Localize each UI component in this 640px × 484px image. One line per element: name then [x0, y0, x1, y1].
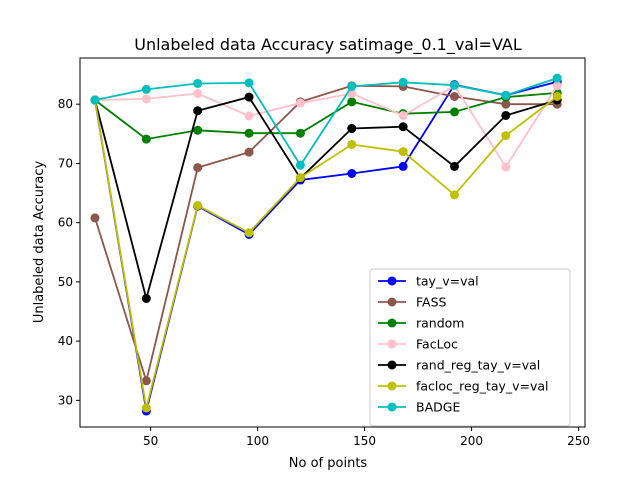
data-point-fass: [244, 147, 254, 157]
legend: tay_v=val FASS random FacLoc rand_reg_tay_v=…: [369, 268, 571, 427]
legend-label-facloc-reg-tay-v-val: facloc_reg_tay_v=val: [416, 379, 549, 394]
data-point-fass: [449, 91, 459, 101]
data-point-badge: [449, 80, 459, 90]
series-line-facloc: [94, 84, 558, 169]
data-point-rand-reg-tay-v-val: [398, 122, 408, 132]
data-point-facloc-reg-tay-v-val: [295, 173, 305, 183]
series-line-random: [94, 92, 558, 141]
legend-marker-facloc: [387, 339, 397, 349]
y-tick-label: 60: [58, 216, 73, 230]
data-point-badge: [501, 90, 511, 100]
data-point-fass: [141, 376, 151, 386]
data-point-facloc-reg-tay-v-val: [347, 139, 357, 149]
data-point-random: [141, 134, 151, 144]
legend-marker-facloc-reg-tay-v-val: [387, 381, 397, 391]
y-tick-label: 80: [58, 97, 73, 111]
data-point-facloc: [552, 81, 562, 91]
x-tick-label: 50: [143, 434, 158, 448]
data-point-badge: [398, 77, 408, 87]
data-point-badge: [552, 73, 562, 83]
data-point-facloc-reg-tay-v-val: [141, 403, 151, 413]
plot-area: 50 100 150 200 250 30 40 50 60 70 80: [58, 57, 590, 448]
plot-frame: [79, 57, 586, 428]
y-tick-label: 30: [58, 393, 73, 407]
legend-marker-fass: [387, 297, 397, 307]
legend-marker-random: [387, 318, 397, 328]
legend-label-badge: BADGE: [416, 400, 460, 415]
series-line-badge: [94, 77, 558, 167]
data-point-facloc-reg-tay-v-val: [398, 147, 408, 157]
x-axis-label: No of points: [289, 456, 368, 471]
legend-label-random: random: [416, 316, 464, 331]
data-point-badge: [90, 95, 100, 105]
data-point-badge: [295, 160, 305, 170]
y-axis-label: Unlabeled data Accuracy: [32, 161, 47, 324]
y-tick-label: 40: [58, 334, 73, 348]
data-point-fass: [501, 99, 511, 109]
data-point-facloc: [141, 94, 151, 104]
data-point-facloc: [398, 110, 408, 120]
data-point-badge: [244, 78, 254, 88]
data-point-fass: [90, 213, 100, 223]
data-point-facloc-reg-tay-v-val: [552, 91, 562, 101]
data-point-random: [347, 97, 357, 107]
data-point-rand-reg-tay-v-val: [347, 123, 357, 133]
legend-marker-tay-v-val: [387, 276, 397, 286]
data-point-rand-reg-tay-v-val: [501, 110, 511, 120]
legend-marker-rand-reg-tay-v-val: [387, 360, 397, 370]
data-point-facloc-reg-tay-v-val: [244, 228, 254, 238]
x-tick-label: 100: [246, 434, 269, 448]
data-point-tay-v-val: [398, 161, 408, 171]
chart-title: Unlabeled data Accuracy satimage_0.1_val…: [134, 35, 522, 55]
data-point-rand-reg-tay-v-val: [449, 161, 459, 171]
data-point-facloc: [501, 162, 511, 172]
data-point-facloc: [295, 98, 305, 108]
data-point-random: [295, 128, 305, 138]
data-point-random: [449, 107, 459, 117]
data-point-facloc: [244, 111, 254, 121]
data-point-rand-reg-tay-v-val: [141, 293, 151, 303]
data-point-facloc-reg-tay-v-val: [449, 190, 459, 200]
data-point-rand-reg-tay-v-val: [193, 106, 203, 116]
legend-label-tay-v-val: tay_v=val: [416, 274, 479, 289]
legend-label-rand-reg-tay-v-val: rand_reg_tay_v=val: [416, 358, 540, 373]
data-point-random: [193, 125, 203, 135]
data-point-tay-v-val: [347, 168, 357, 178]
data-point-facloc: [193, 89, 203, 99]
legend-label-fass: FASS: [416, 295, 447, 310]
series-line-rand-reg-tay-v-val: [94, 96, 558, 302]
data-point-facloc-reg-tay-v-val: [193, 200, 203, 210]
data-point-facloc-reg-tay-v-val: [501, 131, 511, 141]
legend-label-facloc: FacLoc: [416, 337, 458, 352]
y-tick-label: 50: [58, 275, 73, 289]
x-tick-label: 150: [353, 434, 376, 448]
legend-marker-badge: [387, 402, 397, 412]
data-point-random: [244, 128, 254, 138]
series-line-fass: [94, 84, 558, 385]
data-point-fass: [193, 163, 203, 173]
data-point-badge: [193, 78, 203, 88]
x-tick-label: 250: [567, 434, 590, 448]
data-point-rand-reg-tay-v-val: [244, 92, 254, 102]
legend-box: [369, 268, 571, 427]
y-tick-label: 70: [58, 156, 73, 170]
data-point-badge: [347, 81, 357, 91]
data-point-badge: [141, 84, 151, 94]
x-tick-label: 200: [460, 434, 483, 448]
series-line-facloc-reg-tay-v-val: [94, 95, 558, 409]
